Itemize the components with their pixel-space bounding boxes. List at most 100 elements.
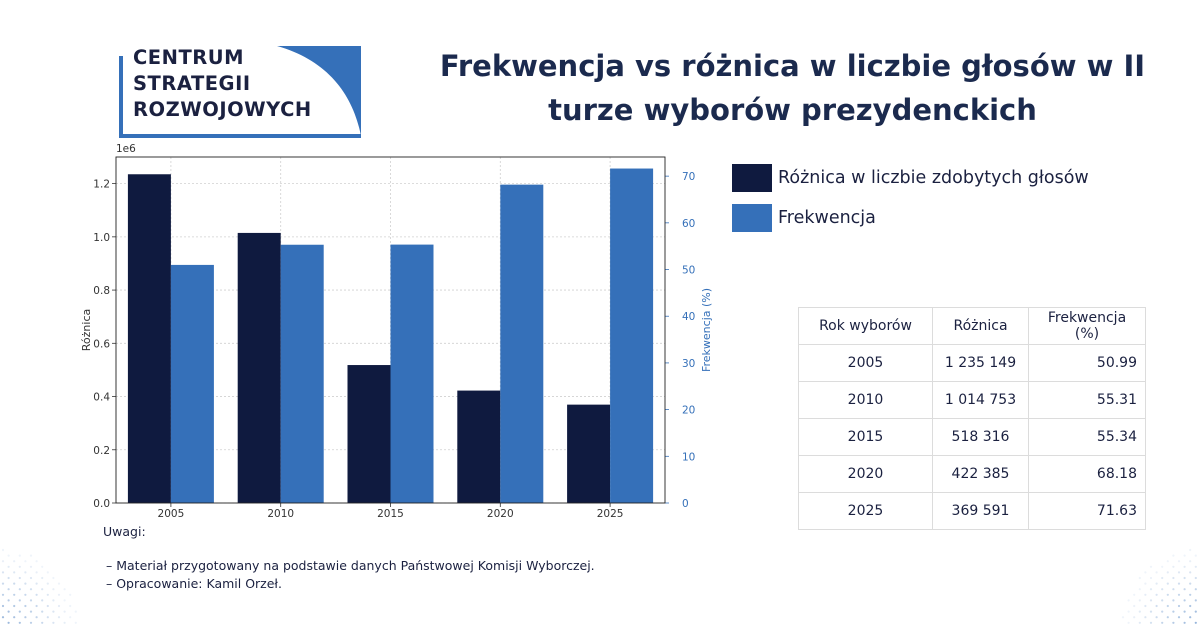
- decorative-dot: [46, 616, 49, 619]
- decorative-dot: [1133, 616, 1136, 619]
- decorative-dot: [29, 565, 33, 568]
- decorative-dot: [1166, 560, 1169, 563]
- logo-frame: [119, 46, 361, 138]
- decorative-dot: [1166, 593, 1169, 596]
- legend-swatch-turnout: [732, 204, 772, 232]
- decorative-dot: [7, 576, 10, 580]
- decorative-dot: [1194, 621, 1197, 624]
- decorative-dot: [13, 571, 16, 574]
- decorative-dot: [7, 565, 10, 568]
- title-line-1: Frekwencja vs różnica w liczbie głosów w…: [439, 49, 1146, 83]
- decorative-dot: [1138, 588, 1141, 591]
- table-cell-year: 2015: [798, 418, 933, 456]
- x-tick-label: 2025: [597, 508, 624, 520]
- data-table: Rok wyborów Różnica Frekwencja (%) 2005 …: [798, 307, 1146, 530]
- decorative-dot: [1127, 621, 1130, 624]
- decorative-dot: [18, 610, 21, 613]
- decorative-dot: [1172, 565, 1175, 568]
- decorative-dot: [1144, 593, 1147, 596]
- decorative-dot: [1, 571, 5, 574]
- decorative-dot: [1177, 560, 1181, 563]
- decorative-dot: [1133, 593, 1136, 596]
- legend-item-diff: Różnica w liczbie zdobytych głosów: [732, 164, 1089, 192]
- table-row: 2025 369 591 71.63: [798, 492, 1146, 530]
- note-author: – Opracowanie: Kamil Orzeł.: [106, 576, 282, 591]
- decorative-dot: [18, 576, 21, 580]
- decorative-dot: [1189, 593, 1192, 596]
- bar-diff-2015: [347, 365, 391, 503]
- y2-tick-label: 40: [682, 311, 695, 323]
- decorative-dot: [35, 582, 38, 585]
- decorative-dot: [1183, 576, 1186, 580]
- decorative-dot: [29, 610, 33, 613]
- bar-diff-2020: [457, 390, 501, 503]
- decorative-dot: [24, 560, 27, 563]
- table-cell-diff: 1 014 753: [932, 381, 1029, 419]
- table-cell-diff: 1 235 149: [932, 344, 1029, 382]
- decorative-dot: [29, 621, 33, 624]
- y-tick-label: 0.6: [93, 338, 110, 350]
- decorative-dot: [1155, 616, 1158, 619]
- decorative-dot: [1, 616, 5, 619]
- decorative-dot: [1166, 604, 1169, 608]
- decorative-dot: [1149, 610, 1153, 613]
- decorative-dot: [1127, 610, 1130, 613]
- decorative-dot: [1183, 621, 1186, 624]
- decorative-dot: [46, 582, 49, 585]
- notes: Uwagi: – Materiał przygotowany na podsta…: [103, 523, 595, 593]
- decorative-dot: [1161, 588, 1164, 591]
- logo-line-1: CENTRUM: [133, 46, 245, 69]
- decorative-dot: [41, 576, 44, 580]
- decorative-dot: [63, 599, 66, 602]
- decorative-dot: [13, 593, 16, 596]
- decorative-dot: [1172, 599, 1175, 602]
- decorative-dot: [29, 599, 33, 602]
- decorative-dot: [57, 604, 61, 608]
- decorative-dot: [29, 576, 33, 580]
- decorative-dot: [52, 599, 55, 602]
- decorative-dot: [1172, 576, 1175, 580]
- decorative-dot: [52, 576, 55, 580]
- table-cell-diff: 422 385: [932, 455, 1029, 493]
- legend-item-turnout: Frekwencja: [732, 204, 876, 232]
- decorative-dot: [1194, 576, 1197, 580]
- decorative-dot: [63, 610, 66, 613]
- decorative-dot: [1, 548, 5, 552]
- decorative-dot: [1155, 571, 1158, 574]
- decorative-dot: [1177, 593, 1181, 596]
- decorative-dot: [7, 588, 10, 591]
- decorative-dot: [41, 610, 44, 613]
- table-cell-turnout: 55.31: [1028, 381, 1146, 419]
- decorative-dot: [52, 588, 55, 591]
- decorative-dot: [1121, 616, 1125, 619]
- decorative-dot: [1155, 582, 1158, 585]
- decorative-dot: [35, 593, 38, 596]
- page-title: Frekwencja vs różnica w liczbie głosów w…: [400, 44, 1185, 132]
- decorative-dot: [1177, 616, 1181, 619]
- y-tick-label: 0.4: [93, 392, 110, 404]
- decorative-dot: [7, 621, 10, 624]
- plot-frame: [115, 156, 666, 504]
- y2-tick-label: 0: [682, 498, 689, 510]
- table-row: 2010 1 014 753 55.31: [798, 381, 1146, 419]
- legend-label-turnout: Frekwencja: [778, 208, 876, 228]
- table-cell-turnout: 68.18: [1028, 455, 1146, 493]
- decorative-dot: [18, 599, 21, 602]
- bar-diff-2005: [127, 174, 171, 503]
- decorative-dot: [1183, 610, 1186, 613]
- decorative-dot: [24, 582, 27, 585]
- decorative-dot: [63, 588, 66, 591]
- logo-line-2: STRATEGII: [133, 72, 251, 95]
- decorative-dot: [18, 554, 21, 557]
- decorative-dot: [1189, 560, 1192, 563]
- y2-tick-label: 30: [682, 358, 695, 370]
- decorative-dot: [57, 582, 61, 585]
- decorative-dot: [74, 610, 77, 613]
- decorative-dot: [1149, 621, 1153, 624]
- decorative-dot: [41, 599, 44, 602]
- decorative-dot: [24, 593, 27, 596]
- decorative-dot: [13, 616, 16, 619]
- decorative-dot: [1189, 571, 1192, 574]
- y-offset-label: 1e6: [116, 143, 136, 155]
- bar-turnout-2020: [500, 184, 544, 503]
